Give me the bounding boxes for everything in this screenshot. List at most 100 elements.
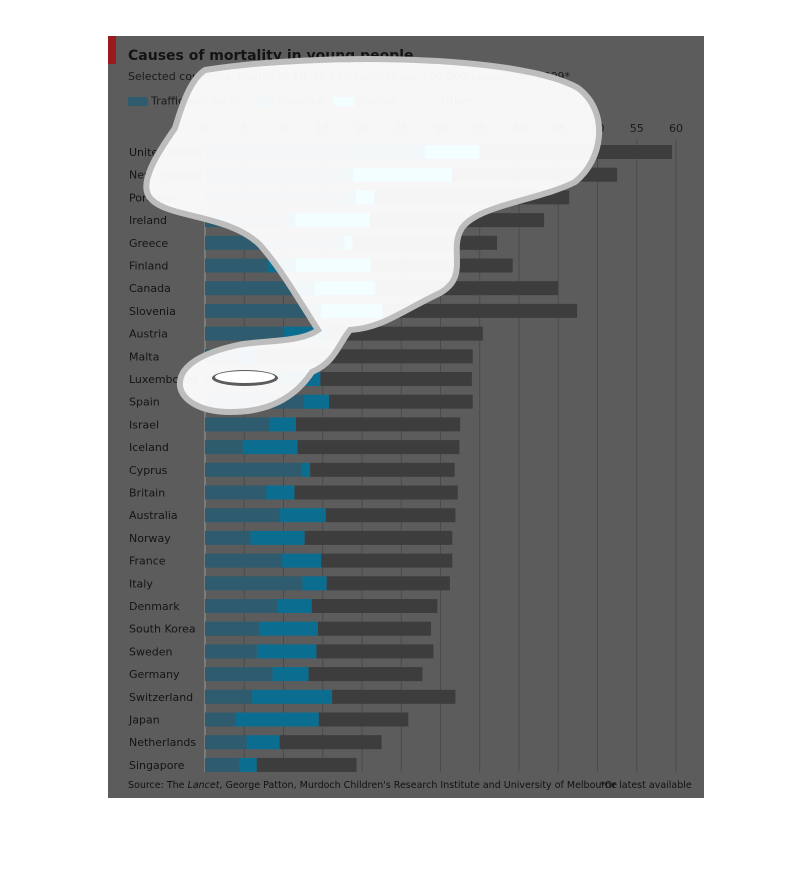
category-label: Malta (129, 350, 159, 363)
bar-segment-violence (235, 712, 319, 727)
bar-segment-traffic (205, 394, 304, 409)
x-tick-label: 5 (241, 122, 248, 135)
bar-segment-suicide (321, 303, 383, 318)
x-tick-label: 50 (591, 122, 605, 135)
category-label: Australia (129, 509, 178, 522)
category-label: Cyprus (129, 464, 168, 477)
x-tick-label: 10 (277, 122, 291, 135)
bar-segment-suicide (355, 190, 375, 205)
category-label: Spain (129, 396, 160, 409)
category-label: Italy (129, 577, 153, 590)
bar-segment-violence (256, 644, 317, 659)
x-tick-label: 60 (669, 122, 683, 135)
bar-segment-other (326, 576, 450, 591)
x-tick-label: 15 (316, 122, 330, 135)
bar-segment-violence (277, 599, 312, 613)
x-tick-label: 25 (394, 122, 408, 135)
category-label: Britain (129, 487, 165, 500)
bar-segment-traffic (205, 712, 236, 727)
bar-segment-traffic (205, 508, 280, 523)
bar-segment-other (296, 417, 461, 432)
category-label: Slovenia (129, 305, 176, 318)
category-label: South Korea (129, 623, 196, 636)
bar-segment-traffic (205, 599, 278, 613)
bar-segment-traffic (205, 349, 240, 364)
x-tick-label: 35 (473, 122, 487, 135)
bar-segment-other (304, 530, 453, 545)
bar-segment-other (329, 394, 473, 409)
bar-segment-traffic (205, 190, 347, 205)
bar-segment-violence (250, 530, 305, 545)
bar-segment-traffic (205, 235, 339, 250)
bar-segment-violence (242, 440, 298, 455)
bar-segment-traffic (205, 735, 247, 750)
source-journal: Lancet (187, 780, 220, 791)
bar-segment-other (369, 213, 545, 228)
bar-segment-suicide (353, 167, 453, 182)
bar-segment-violence (285, 213, 296, 228)
bar-segment-other (321, 553, 453, 568)
bar-segment-violence (239, 349, 257, 364)
bar-segment-violence (283, 326, 326, 341)
category-label: Sweden (129, 645, 172, 658)
brand-accent-bar (108, 36, 116, 64)
bar-segment-other (320, 372, 472, 386)
bar-segment-traffic (205, 485, 267, 500)
category-label: Austria (129, 328, 168, 341)
bar-segment-violence (272, 667, 309, 682)
bar-segment-suicide (296, 258, 371, 273)
category-label: Portugal (129, 191, 175, 204)
bar-segment-traffic (205, 372, 285, 386)
x-tick-label: 20 (355, 122, 369, 135)
category-label: Singapore (129, 759, 185, 772)
category-label: Finland (129, 260, 168, 273)
bar-segment-violence (301, 462, 311, 477)
bar-segment-other (316, 644, 434, 659)
bar-segment-violence (269, 417, 297, 432)
bar-segment-suicide (314, 281, 376, 296)
bar-segment-traffic (205, 621, 260, 636)
bar-segment-violence (239, 757, 257, 772)
category-label: Japan (128, 714, 160, 727)
bar-segment-violence (338, 235, 345, 250)
bar-segment-traffic (205, 281, 300, 296)
category-label: New Zealand (129, 169, 201, 182)
category-label: Iceland (129, 441, 169, 454)
bar-segment-traffic (205, 462, 302, 477)
bar-segment-violence (303, 394, 330, 409)
bar-segment-violence (266, 485, 295, 500)
bar-segment-violence (279, 508, 326, 523)
bar-segment-suicide (344, 235, 353, 250)
category-label: United States (129, 146, 204, 159)
bar-segment-traffic (205, 553, 282, 568)
bar-segment-other (382, 303, 578, 318)
bar-segment-other (325, 326, 483, 341)
bar-segment-violence (267, 258, 297, 273)
bar-segment-other (479, 145, 673, 159)
bar-segment-traffic (205, 417, 270, 432)
x-tick-label: 40 (512, 122, 526, 135)
x-tick-label: 55 (630, 122, 644, 135)
bar-segment-violence (354, 145, 425, 159)
bar-segment-traffic (205, 303, 317, 318)
bar-segment-traffic (205, 667, 273, 682)
bar-segment-suicide (295, 213, 370, 228)
bar-segment-traffic (205, 440, 243, 455)
bar-segment-violence (281, 553, 322, 568)
bar-segment-other (308, 667, 423, 682)
category-label: Greece (129, 237, 168, 250)
bar-segment-traffic (205, 258, 268, 273)
bar-segment-violence (316, 303, 322, 318)
bar-segment-traffic (205, 145, 355, 159)
category-label: Switzerland (129, 691, 193, 704)
bar-segment-other (256, 757, 357, 772)
bar-segment-traffic (205, 576, 303, 591)
bar-segment-other (332, 689, 456, 704)
bar-segment-traffic (205, 326, 284, 341)
category-label: Canada (129, 282, 171, 295)
bar-segment-other (318, 621, 432, 636)
bar-segment-other (370, 258, 513, 273)
bar-segment-violence (246, 735, 280, 750)
bar-segment-other (352, 235, 498, 250)
